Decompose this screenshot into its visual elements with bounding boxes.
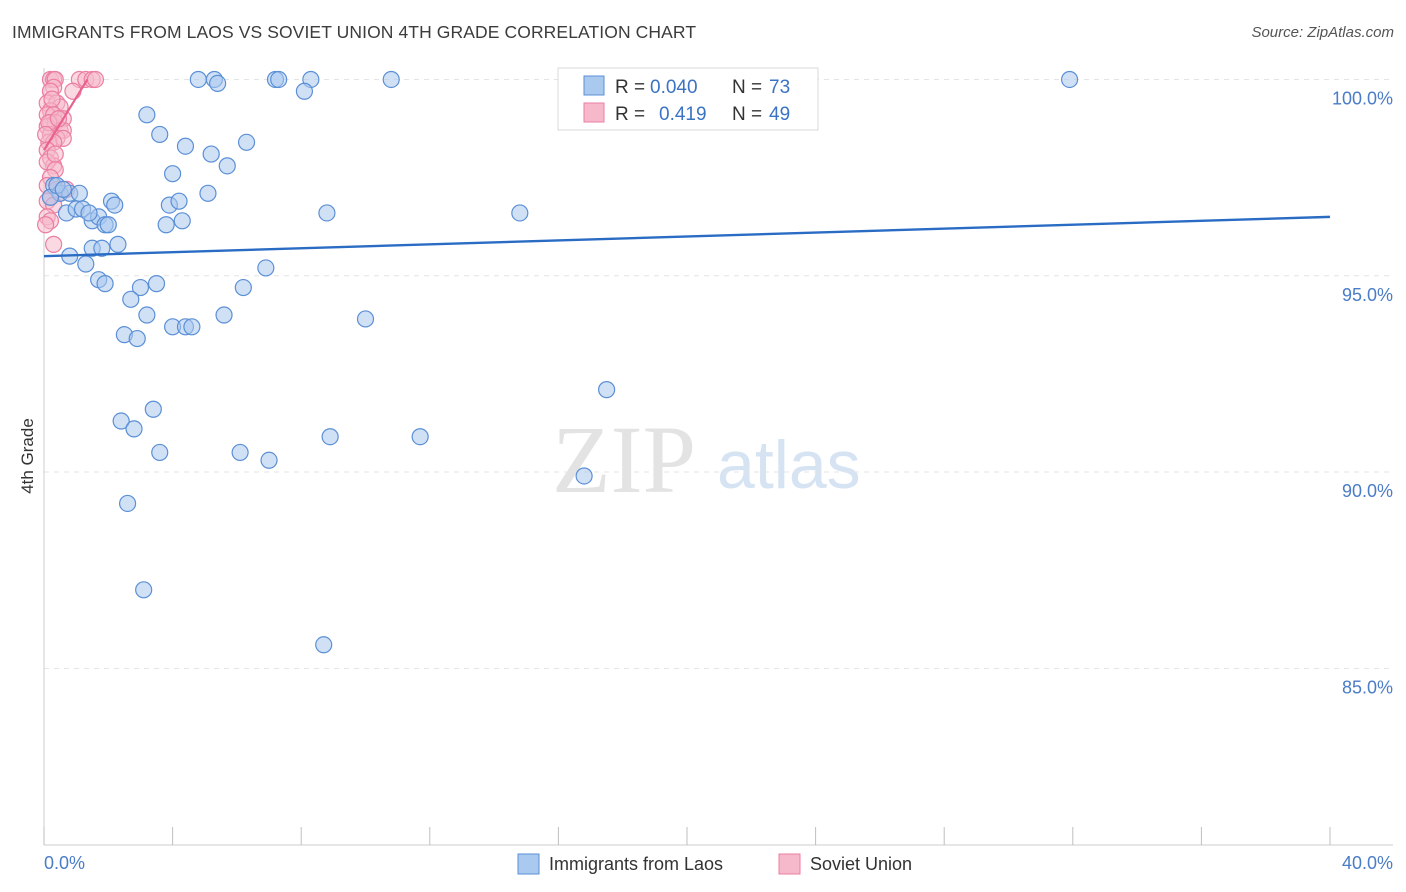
laos-point-9 (138, 106, 156, 124)
soviet-point-43 (45, 235, 63, 253)
laos-point-66 (135, 581, 153, 599)
laos-point-48 (215, 306, 233, 324)
laos-point-11 (176, 137, 195, 155)
legend-item-soviet-label: Soviet Union (810, 854, 912, 874)
laos-point-23 (106, 196, 124, 214)
laos-point-19 (70, 184, 88, 202)
laos-point-63 (260, 451, 278, 469)
x-tick-label-max: 40.0% (1342, 853, 1393, 873)
legend-item-laos-swatch (517, 853, 540, 875)
laos-point-52 (183, 318, 201, 336)
soviet-point-6 (86, 70, 105, 89)
legend-n-value-1: 73 (769, 77, 790, 98)
soviet-point-9 (64, 82, 82, 100)
laos-point-7 (1060, 70, 1079, 89)
laos-point-31 (157, 216, 175, 234)
source-label: Source: ZipAtlas.com (1251, 24, 1394, 41)
stats-legend: R = 0.040 N = 73 R = 0.419 N = 49 (557, 67, 819, 131)
laos-point-43 (131, 278, 150, 297)
laos-point-10 (151, 125, 169, 144)
watermark-atlas: atlas (717, 427, 861, 503)
laos-point-15 (164, 165, 182, 183)
grid-lines (44, 78, 1393, 669)
laos-point-64 (575, 467, 593, 485)
laos-point-13 (202, 145, 220, 163)
laos-point-32 (173, 212, 191, 230)
laos-point-67 (315, 636, 333, 654)
trend-line-laos (43, 215, 1331, 258)
y-tick-label-95: 95.0% (1342, 285, 1393, 305)
laos-point-59 (321, 428, 339, 446)
soviet-point-48 (46, 145, 64, 163)
series-legend: Immigrants from Laos Soviet Union (517, 853, 912, 875)
laos-point-47 (138, 306, 156, 324)
laos-point-44 (147, 275, 166, 293)
legend-item-laos-label: Immigrants from Laos (549, 854, 723, 874)
legend-n-label-1: N = (732, 77, 762, 98)
legend-r-label-2: R = (615, 104, 645, 125)
laos-point-33 (318, 204, 336, 222)
laos-point-57 (112, 412, 130, 430)
legend-r-value-2: 0.419 (659, 104, 707, 125)
laos-point-49 (356, 310, 375, 328)
laos-point-69 (54, 180, 72, 199)
laos-point-34 (511, 204, 529, 222)
laos-point-72 (170, 192, 188, 210)
x-tick-labels: 0.0% 40.0% (44, 853, 1393, 873)
laos-point-12 (237, 133, 256, 151)
soviet-point-42 (37, 216, 55, 234)
y-tick-label-90: 90.0% (1342, 481, 1393, 501)
laos-point-46 (122, 290, 140, 308)
laos-point-61 (151, 443, 169, 462)
laos-point-56 (144, 400, 162, 418)
laos-point-62 (231, 443, 249, 462)
legend-swatch-blue (583, 75, 605, 96)
laos-point-60 (411, 428, 429, 446)
laos-point-70 (80, 204, 98, 222)
laos-point-39 (77, 255, 95, 273)
laos-point-65 (118, 494, 137, 513)
legend-r-label-1: R = (615, 77, 645, 98)
y-tick-label-100: 100.0% (1332, 88, 1393, 108)
laos-point-21 (199, 184, 217, 202)
x-tick-label-min: 0.0% (44, 853, 85, 873)
legend-n-label-2: N = (732, 104, 762, 125)
laos-point-58 (125, 420, 143, 438)
watermark: ZIP atlas (552, 406, 861, 513)
laos-point-37 (109, 235, 127, 253)
soviet-point-45 (43, 90, 61, 108)
legend-n-value-2: 49 (769, 104, 790, 125)
laos-point-55 (598, 381, 616, 399)
laos-point-14 (218, 157, 236, 175)
laos-point-42 (96, 275, 114, 293)
laos-point-40 (257, 259, 275, 277)
laos-point-8 (295, 82, 314, 100)
laos-point-2 (209, 74, 227, 93)
series-immigrants-from-laos (41, 70, 1079, 654)
watermark-zip: ZIP (552, 406, 696, 513)
laos-point-36 (93, 239, 111, 257)
legend-item-soviet-swatch (778, 853, 801, 875)
laos-point-6 (382, 70, 400, 89)
laos-point-45 (234, 278, 252, 297)
laos-point-71 (99, 216, 117, 234)
legend-swatch-pink (583, 102, 605, 123)
laos-point-4 (270, 70, 288, 89)
y-tick-labels: 85.0% 90.0% 95.0% 100.0% (1332, 88, 1393, 697)
chart-title: IMMIGRANTS FROM LAOS VS SOVIET UNION 4TH… (12, 22, 697, 42)
laos-point-0 (189, 70, 207, 89)
trend-line-soviet (43, 78, 89, 151)
legend-r-value-1: 0.040 (650, 77, 698, 98)
trend-lines (43, 78, 1331, 258)
laos-point-54 (128, 329, 146, 348)
y-tick-label-85: 85.0% (1342, 677, 1393, 697)
